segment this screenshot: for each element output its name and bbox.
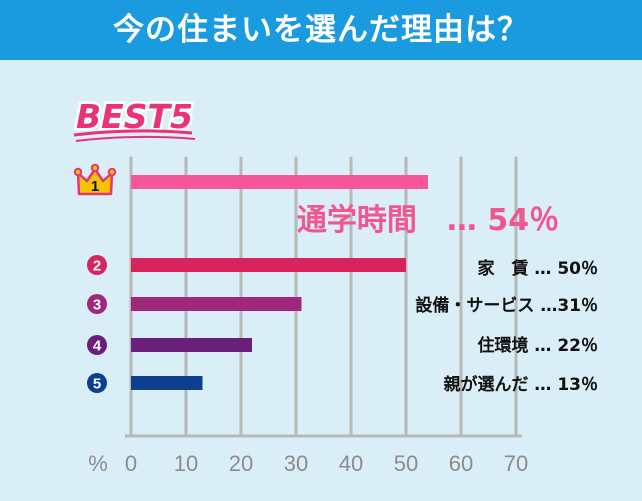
rank-number: 5 bbox=[93, 376, 101, 393]
x-axis: 0 10 20 30 40 50 60 70% bbox=[88, 434, 528, 476]
x-tick-label: 70 bbox=[504, 451, 528, 476]
bar-rank-5 bbox=[131, 376, 203, 390]
rank-number: 1 bbox=[91, 178, 99, 195]
rank-2-circle-icon: 2 bbox=[87, 255, 107, 275]
x-tick-label: 60 bbox=[449, 451, 473, 476]
x-tick-label: 30 bbox=[284, 451, 308, 476]
best5-underline bbox=[73, 129, 193, 137]
bar-rank-1 bbox=[131, 175, 428, 189]
best5-badge: BEST5 bbox=[73, 95, 196, 142]
x-tick-label: 10 bbox=[174, 451, 198, 476]
header-bar: 今の住まいを選んだ理由は？ bbox=[0, 0, 642, 60]
x-axis-unit-label: % bbox=[88, 451, 108, 476]
bar-rank-2 bbox=[131, 258, 406, 272]
page-title: 今の住まいを選んだ理由は？ bbox=[113, 12, 529, 48]
rank-number: 2 bbox=[93, 258, 101, 275]
rank-4-circle-icon: 4 bbox=[87, 335, 107, 355]
bar-label-rank-5: 親が選んだ … 13％ bbox=[444, 374, 599, 395]
bar-label-rank-3: 設備・サービス …31％ bbox=[415, 295, 598, 316]
bar-label-rank-1: 通学時間 … 54％ bbox=[297, 203, 559, 238]
bar-rank-4 bbox=[131, 338, 252, 352]
bar-label-rank-4: 住環境 … 22％ bbox=[478, 335, 599, 356]
best5-underline-2 bbox=[75, 135, 196, 142]
x-tick-label: 40 bbox=[339, 451, 363, 476]
rank-number: 4 bbox=[93, 338, 102, 355]
x-tick-label: 50 bbox=[394, 451, 418, 476]
x-tick-label: 20 bbox=[229, 451, 253, 476]
bar-labels: 通学時間 … 54％ 家 賃 … 50％ 設備・サービス …31％ 住環境 … 22％… bbox=[297, 203, 598, 395]
crown-icon: 1 bbox=[73, 163, 117, 196]
rank-number: 3 bbox=[93, 297, 101, 314]
bar-label-rank-2: 家 賃 … 50％ bbox=[478, 258, 599, 279]
bars bbox=[131, 175, 428, 390]
x-tick-label: 0 bbox=[125, 451, 137, 476]
rank-5-circle-icon: 5 bbox=[87, 373, 107, 393]
bar-rank-3 bbox=[131, 297, 302, 311]
rank-icons: 1 2 3 4 5 bbox=[73, 163, 117, 393]
rank-3-circle-icon: 3 bbox=[87, 294, 107, 314]
